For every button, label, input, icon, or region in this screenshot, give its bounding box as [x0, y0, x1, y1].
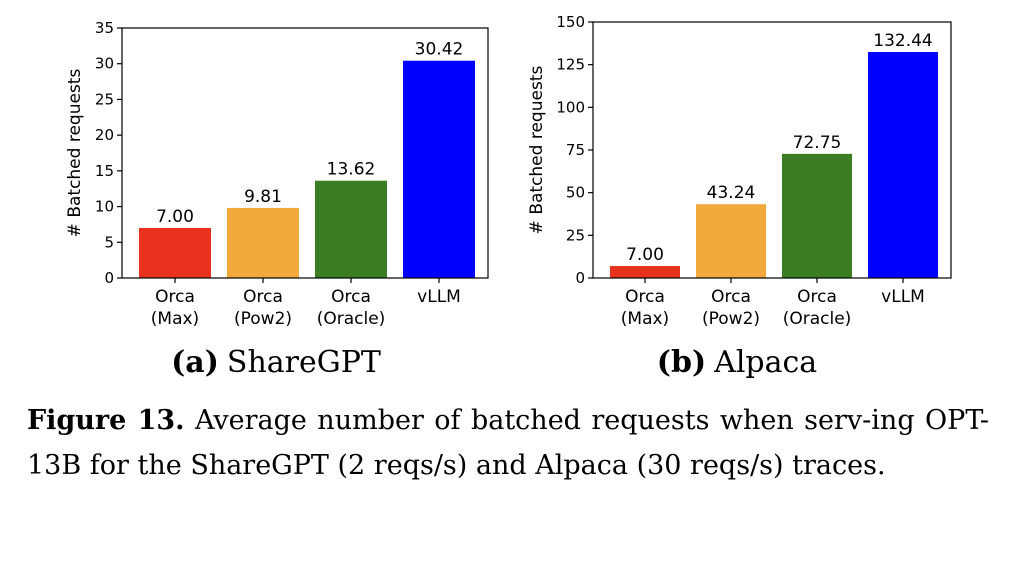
category-label: Orca [155, 287, 195, 307]
category-label: (Max) [621, 309, 669, 329]
bar-value-label: 7.00 [156, 207, 194, 227]
y-tick-label: 0 [575, 269, 585, 287]
category-label: Orca [331, 287, 371, 307]
subplot-title: (a) ShareGPT [171, 345, 381, 380]
y-tick-label: 20 [95, 126, 114, 144]
y-tick-label: 25 [566, 226, 585, 244]
y-axis-label: # Batched requests [527, 66, 547, 235]
bar-a-1 [227, 207, 299, 278]
category-label: (Oracle) [317, 309, 386, 329]
y-tick-label: 35 [95, 19, 114, 37]
y-tick-label: 15 [95, 162, 114, 180]
bar-b-0 [610, 266, 680, 278]
bar-value-label: 132.44 [873, 31, 932, 51]
y-tick-label: 25 [95, 90, 114, 108]
category-label: vLLM [881, 287, 925, 307]
y-tick-label: 10 [95, 198, 114, 216]
y-tick-label: 100 [556, 98, 585, 116]
bar-b-1 [696, 204, 766, 278]
y-tick-label: 5 [104, 233, 114, 251]
category-label: Orca [243, 287, 283, 307]
caption-label: Figure 13. [27, 405, 185, 436]
y-tick-label: 150 [556, 13, 585, 31]
y-axis-label: # Batched requests [65, 69, 85, 238]
bar-b-3 [868, 51, 938, 278]
category-label: Orca [711, 287, 751, 307]
axes-frame [121, 27, 489, 279]
subplot-letter: (a) [171, 345, 219, 380]
category-label: (Pow2) [702, 309, 760, 329]
y-tick-label: 125 [556, 56, 585, 74]
category-label: Orca [625, 287, 665, 307]
subplot-name: ShareGPT [227, 345, 381, 380]
y-tick-label: 75 [566, 141, 585, 159]
category-label: (Max) [151, 309, 199, 329]
category-label: (Oracle) [783, 309, 852, 329]
bar-a-2 [315, 180, 387, 278]
bar-value-label: 30.42 [415, 40, 464, 60]
category-label: (Pow2) [234, 309, 292, 329]
y-tick-label: 0 [104, 269, 114, 287]
bar-value-label: 7.00 [626, 245, 664, 265]
y-tick-label: 50 [566, 184, 585, 202]
subplot-name: Alpaca [713, 345, 817, 380]
figure-caption: Figure 13. Average number of batched req… [27, 398, 989, 488]
chart-panel-alpaca: 7.00Orca(Max)43.24Orca(Pow2)72.75Orca(Or… [527, 13, 952, 380]
bar-value-label: 9.81 [244, 187, 282, 207]
subplot-letter: (b) [657, 345, 706, 380]
bar-a-3 [403, 60, 475, 278]
bar-b-2 [782, 153, 852, 278]
bar-value-label: 72.75 [793, 133, 842, 153]
bar-a-0 [139, 228, 211, 278]
category-label: Orca [797, 287, 837, 307]
bar-value-label: 13.62 [327, 160, 376, 180]
chart-panel-sharegpt: 7.00Orca(Max)9.81Orca(Pow2)13.62Orca(Ora… [65, 19, 489, 380]
category-label: vLLM [417, 287, 461, 307]
bar-value-label: 43.24 [707, 183, 756, 203]
y-tick-label: 30 [95, 55, 114, 73]
subplot-title: (b) Alpaca [657, 345, 818, 380]
caption-text: Average number of batched requests when … [27, 405, 989, 481]
